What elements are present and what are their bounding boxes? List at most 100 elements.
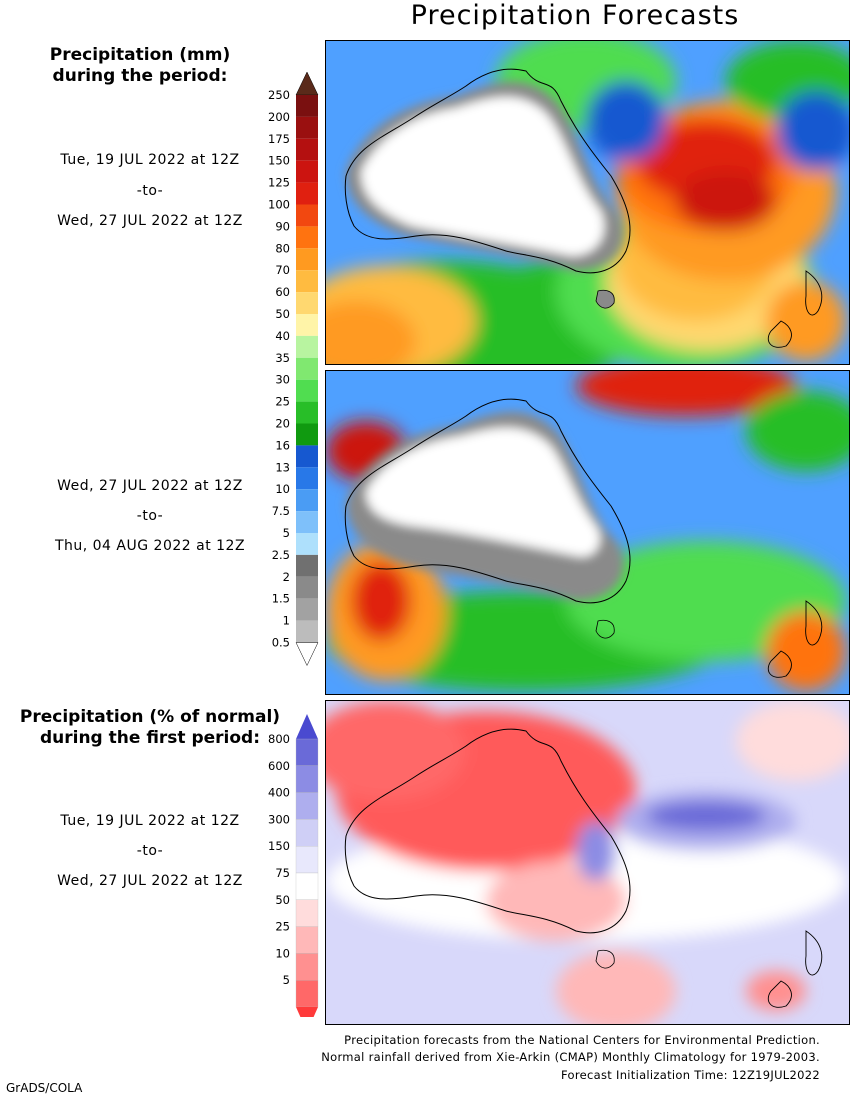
credits-line-3: Forecast Initialization Time: 12Z19JUL20… (560, 1068, 820, 1082)
legend1-swatch (296, 270, 318, 293)
legend2-tick-label: 800 (268, 732, 290, 746)
legend1-tick-label: 200 (268, 110, 290, 124)
map-panel-1 (325, 40, 850, 365)
legend2-tick-label: 600 (268, 759, 290, 773)
legend1-swatch (296, 423, 318, 446)
legend1-swatch (296, 160, 318, 183)
legend1-swatch (296, 379, 318, 402)
period-3-separator: -to- (136, 843, 164, 859)
legend1-swatch (296, 511, 318, 533)
legend1-tick-label: 7.5 (272, 504, 290, 518)
australia-outline-1 (344, 68, 631, 274)
legend1-swatch (296, 620, 318, 643)
legend1-tick-label: 70 (275, 263, 290, 277)
legend2-heading: Precipitation (% of normal) during the f… (15, 707, 285, 749)
legend2-tick-label: 400 (268, 786, 290, 800)
legend1-tick-label: 1 (283, 614, 290, 628)
precip-field-1 (326, 41, 849, 364)
legend1-tick-label: 60 (275, 285, 290, 299)
legend2-swatch (295, 872, 319, 900)
australia-outline-3 (344, 728, 631, 934)
legend1-bottom-arrow (295, 642, 319, 667)
legend1-tick-label: 50 (275, 307, 290, 321)
legend2-swatch (295, 792, 319, 820)
legend1-swatch (296, 292, 318, 314)
legend2-swatch (295, 846, 319, 874)
map-1-precip (326, 41, 849, 364)
legend2-heading-line1: Precipitation (% of normal) (19, 707, 281, 727)
legend1-tick-label: 25 (275, 395, 290, 409)
legend1-tick-label: 2 (283, 570, 290, 584)
new-zealand-outline-1 (767, 270, 823, 348)
legend2-tick-label: 150 (268, 839, 290, 853)
new-zealand-outline-3 (767, 930, 823, 1008)
legend1-swatch (296, 248, 318, 271)
period-2-separator: -to- (136, 508, 164, 524)
map-2-precip (326, 371, 849, 694)
legend1-swatch (296, 204, 318, 227)
legend2-tick-label: 75 (275, 866, 290, 880)
legend1-tick-label: 125 (268, 176, 290, 190)
legend1-swatch (296, 533, 318, 555)
legend2-swatch (295, 819, 319, 847)
legend2-colorbar: 800 600 400 300 150 75 50 25 10 5 (268, 714, 319, 1017)
legend2-tick-label: 50 (275, 893, 290, 907)
legend1-top-arrow (295, 71, 319, 96)
period-1-separator: -to- (136, 183, 164, 199)
legend1-tick-label: 250 (268, 88, 290, 102)
map-panel-3 (325, 700, 850, 1025)
legend1-tick-label: 40 (275, 329, 290, 343)
legend2-swatch (295, 738, 319, 766)
legend2-heading-line2: during the first period: (39, 728, 261, 748)
australia-outline-2 (344, 398, 631, 604)
legend1-heading-line1: Precipitation (mm) (49, 45, 231, 65)
legend1-heading-line2: during the period: (52, 66, 228, 86)
tasmania-outline-1 (595, 289, 615, 309)
legend2-tick-label: 10 (275, 946, 290, 960)
legend1-tick-label: 35 (275, 351, 290, 365)
legend1-swatch (296, 182, 318, 205)
legend1-tick-label: 150 (268, 154, 290, 168)
legend2-tick-label: 5 (283, 973, 290, 987)
legend1-swatch (296, 357, 318, 380)
legend1-swatch (296, 576, 318, 599)
legend1-tick-label: 13 (275, 460, 290, 474)
legend1-tick-label: 1.5 (272, 592, 290, 606)
dry-interior-1 (346, 81, 624, 271)
new-zealand-outline-2 (767, 600, 823, 678)
legend1-swatch (296, 138, 318, 161)
legend2-swatch (295, 953, 319, 981)
legend1-swatch (296, 489, 318, 512)
legend2-top-arrow (296, 714, 318, 739)
legend2-swatch (295, 765, 319, 793)
period-2-end: Thu, 04 AUG 2022 at 12Z (54, 538, 246, 554)
period-3-end: Wed, 27 JUL 2022 at 12Z (57, 873, 243, 889)
legend1-swatch (296, 95, 318, 117)
legend1-tick-label: 80 (275, 241, 290, 255)
legend1-tick-label: 10 (275, 482, 290, 496)
period-1-end: Wed, 27 JUL 2022 at 12Z (57, 213, 243, 229)
legend1-tick-label: 30 (275, 373, 290, 387)
legend1-tick-label: 16 (275, 438, 290, 452)
period-3-start: Tue, 19 JUL 2022 at 12Z (60, 813, 240, 829)
page-title: Precipitation Forecasts (410, 0, 740, 31)
legend1-tick-label: 90 (275, 219, 290, 233)
tasmania-outline-3 (595, 949, 615, 969)
legend2-swatch (295, 899, 319, 927)
map-3-percent-normal (326, 701, 849, 1024)
legend2-tick-label: 300 (268, 812, 290, 826)
credits-line-2: Normal rainfall derived from Xie-Arkin (… (321, 1050, 820, 1064)
legend1-tick-label: 175 (268, 132, 290, 146)
legend1-swatch (296, 116, 318, 139)
legend2-tick-label: 25 (275, 920, 290, 934)
legend2-bottom-arrow (296, 1007, 318, 1017)
precip-field-2 (326, 371, 849, 691)
map-panel-2 (325, 370, 850, 695)
software-label: GrADS/COLA (6, 1081, 83, 1095)
legend1-tick-label: 100 (268, 198, 290, 212)
legend1-swatch (296, 445, 318, 468)
tasmania-outline-2 (595, 619, 615, 639)
legend1-colorbar: 2502001751501251009080706050403530252016… (268, 71, 319, 667)
legend1-swatch (296, 314, 318, 336)
legend1-tick-label: 2.5 (272, 548, 290, 562)
